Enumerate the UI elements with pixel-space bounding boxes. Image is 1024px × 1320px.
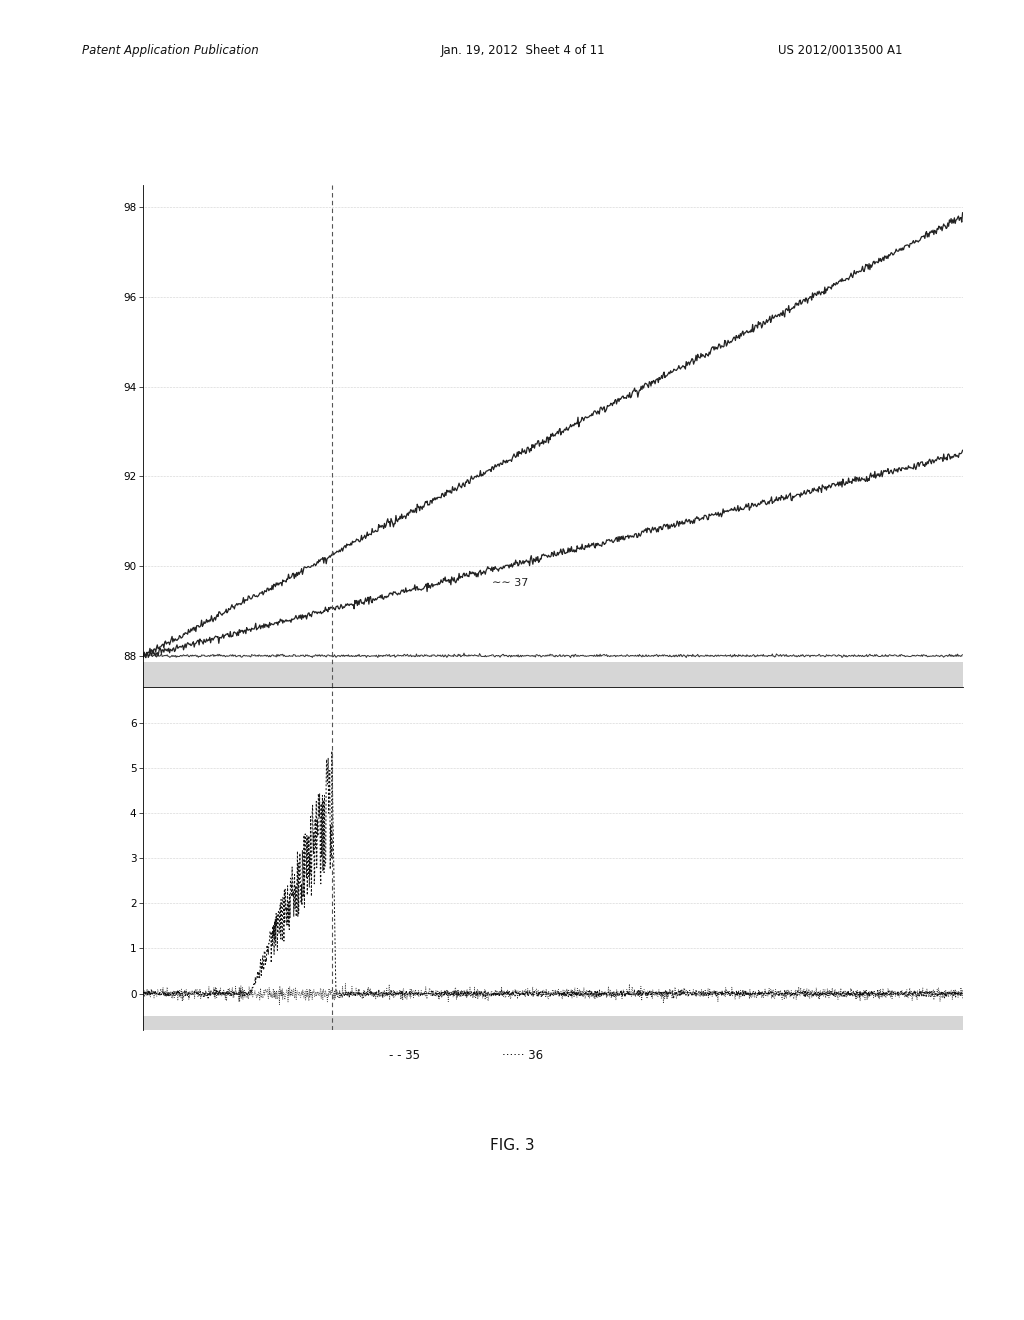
Text: ∼∼ 37: ∼∼ 37 (492, 578, 528, 589)
Text: ······ 36: ······ 36 (502, 1049, 543, 1063)
Text: - - 35: - - 35 (389, 1049, 420, 1063)
Bar (143, 663, 963, 688)
Text: Jan. 19, 2012  Sheet 4 of 11: Jan. 19, 2012 Sheet 4 of 11 (440, 44, 605, 57)
Text: Patent Application Publication: Patent Application Publication (82, 44, 259, 57)
Text: FIG. 3: FIG. 3 (489, 1138, 535, 1152)
Bar (143, 1016, 963, 1030)
Text: US 2012/0013500 A1: US 2012/0013500 A1 (778, 44, 903, 57)
